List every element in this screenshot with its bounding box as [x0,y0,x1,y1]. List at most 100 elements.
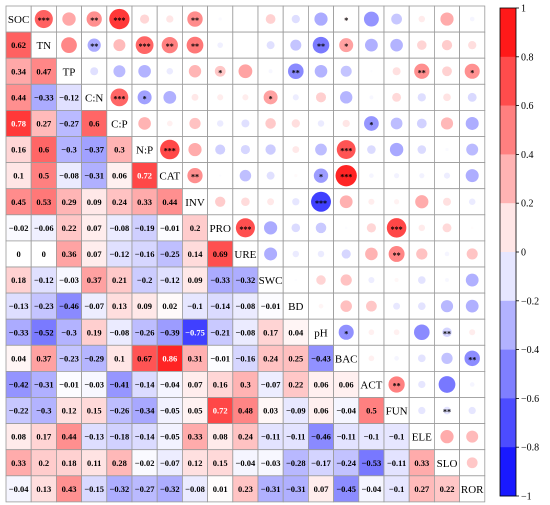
corr-cell [6,371,32,398]
corr-value: −0.46 [59,301,79,311]
corr-cell [308,397,334,424]
corr-cell [157,293,183,320]
colorbar-band [500,398,516,448]
corr-value: 0.3 [240,379,251,389]
corr-circle [265,118,276,129]
corr-value: 0.07 [87,249,103,259]
corr-cell [308,423,334,450]
corr-cell [31,84,57,111]
corr-cell [358,423,384,450]
corr-value: −0.01 [210,353,230,363]
corr-cell [6,84,32,111]
corr-value: −0.11 [286,432,305,442]
significance-stars: ** [418,68,426,77]
corr-cell [157,449,183,476]
corr-value: −0.09 [286,406,306,416]
corr-value: −0.08 [185,484,205,494]
corr-cell [6,267,32,294]
corr-cell [132,267,158,294]
corr-cell [56,293,82,320]
corr-value: −0.02 [135,458,155,468]
corr-circle [442,327,452,337]
corr-value: 0.1 [13,171,24,181]
corr-value: −0.01 [59,379,79,389]
corr-circle [466,430,479,443]
cells-layer: SOC *** ** *** ** *0.62 TN ** *** ** ** ** *0.34 0.47… [5,5,486,503]
corr-value: −0.1 [389,484,404,494]
corr-value: −0.12 [59,92,79,102]
significance-stars: * [269,94,273,103]
corr-value: 0.37 [87,275,103,285]
corr-value: 0.16 [11,145,26,155]
corr-value: 0.18 [11,275,26,285]
significance-stars: ** [317,42,325,51]
corr-value: −0.04 [236,458,256,468]
corr-cell [6,136,32,163]
corr-circle [367,145,376,154]
corr-cell [31,240,57,267]
corr-circle [368,277,375,284]
corr-circle [444,251,450,257]
significance-stars: ** [292,68,300,77]
significance-stars: ** [191,42,199,51]
corr-cell [81,345,107,372]
corr-cell [31,188,57,215]
corr-value: 0.6 [38,145,49,155]
corr-value: 0.31 [188,353,203,363]
significance-stars: *** [315,199,327,208]
corr-circle [294,174,298,178]
corr-circle [368,329,375,336]
corr-circle [215,196,226,207]
corr-cell [6,240,32,267]
corr-circle [241,197,250,207]
corr-cell [182,319,208,346]
corr-value: 0.1 [114,353,125,363]
significance-stars: *** [340,173,352,182]
corr-circle [468,406,476,415]
corr-circle [316,275,326,285]
corr-circle [340,300,352,312]
corr-circle [465,169,479,183]
corr-circle [339,195,353,209]
corr-cell [106,449,132,476]
corr-circle [416,118,427,129]
corr-value: 0.11 [87,458,101,468]
colorbar-band [500,349,516,399]
diag-cell-INV [182,188,208,215]
colorbar-band [500,203,516,253]
corr-value: −0.41 [110,379,130,389]
corr-circle [315,92,327,103]
corr-value: −0.11 [387,458,406,468]
corr-value: 0.22 [288,379,303,389]
corr-circle [160,139,180,160]
corr-circle [469,329,476,336]
corr-value: −0.04 [160,379,180,389]
corr-cell [56,240,82,267]
corr-cell [56,319,82,346]
corr-cell [333,423,359,450]
corr-value: 0.22 [62,223,77,233]
corr-cell [56,449,82,476]
variable-label: PRO [209,223,230,235]
corr-value: −0.05 [160,406,180,416]
corr-value: −0.33 [34,92,54,102]
significance-stars: * [218,68,222,77]
corr-cell [409,449,435,476]
corr-value: 0.12 [188,458,203,468]
corr-cell [157,397,183,424]
corr-cell [31,293,57,320]
corr-circle [163,90,177,104]
corr-circle [315,143,327,156]
corr-circle [418,380,426,389]
corr-circle [219,174,222,177]
corr-circle [469,382,475,387]
corr-circle [110,88,129,107]
corr-value: −0.12 [110,249,130,259]
corr-value: 0.27 [36,118,52,128]
corr-value: 0.78 [11,118,26,128]
corr-value: −0.26 [135,327,155,337]
significance-stars: ** [443,329,451,338]
corr-value: 0.72 [213,406,228,416]
diag-cell-N:P [132,136,158,163]
corr-circle [340,274,352,286]
